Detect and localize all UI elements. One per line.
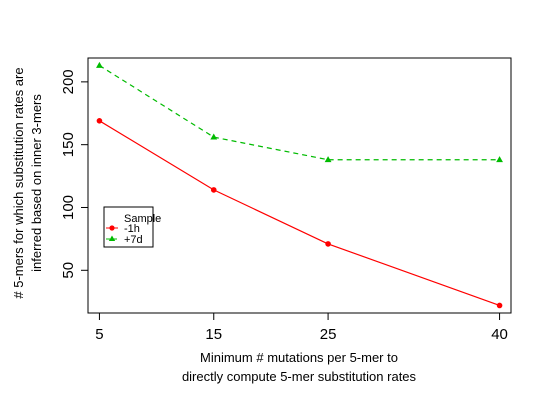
data-point [210, 133, 218, 140]
data-point [496, 302, 503, 309]
y-axis: 50 100 150 200 [60, 69, 88, 279]
y-tick-label: 100 [60, 195, 77, 220]
data-point [210, 187, 217, 193]
legend-label-series-1: -1h [124, 223, 140, 235]
legend-marker-series-2 [108, 235, 116, 241]
legend-box [103, 206, 154, 248]
data-point [325, 241, 331, 247]
data-point [96, 118, 103, 124]
data-point [324, 156, 332, 163]
x-axis-label-line-2: directly compute 5-mer substitution rate… [182, 369, 417, 384]
y-axis-label-line-2: inferred based on inner 3-mers [29, 94, 44, 272]
data-point [496, 156, 503, 163]
series-layer [96, 61, 503, 309]
legend-marker-series-1 [109, 225, 115, 231]
x-tick-label: 15 [205, 326, 222, 343]
plot-frame [87, 57, 512, 314]
x-tick-label: 25 [320, 326, 337, 343]
series-line-2 [99, 65, 500, 161]
x-tick-label: 5 [95, 326, 103, 343]
y-tick-label: 50 [60, 262, 77, 279]
legend: Sample -1h +7d [103, 206, 161, 248]
legend-title: Sample [124, 213, 161, 225]
data-point [96, 61, 103, 68]
series-line-1 [99, 120, 500, 307]
x-axis-label-line-1: Minimum # mutations per 5-mer to [200, 350, 398, 365]
x-axis: 5 15 25 40 [95, 313, 508, 343]
y-tick-label: 200 [60, 69, 77, 94]
x-tick-label: 40 [491, 326, 508, 343]
legend-label-series-2: +7d [124, 234, 143, 246]
y-tick-label: 150 [60, 132, 77, 157]
y-axis-label-line-1: # 5-mers for which substitution rates ar… [11, 67, 26, 298]
